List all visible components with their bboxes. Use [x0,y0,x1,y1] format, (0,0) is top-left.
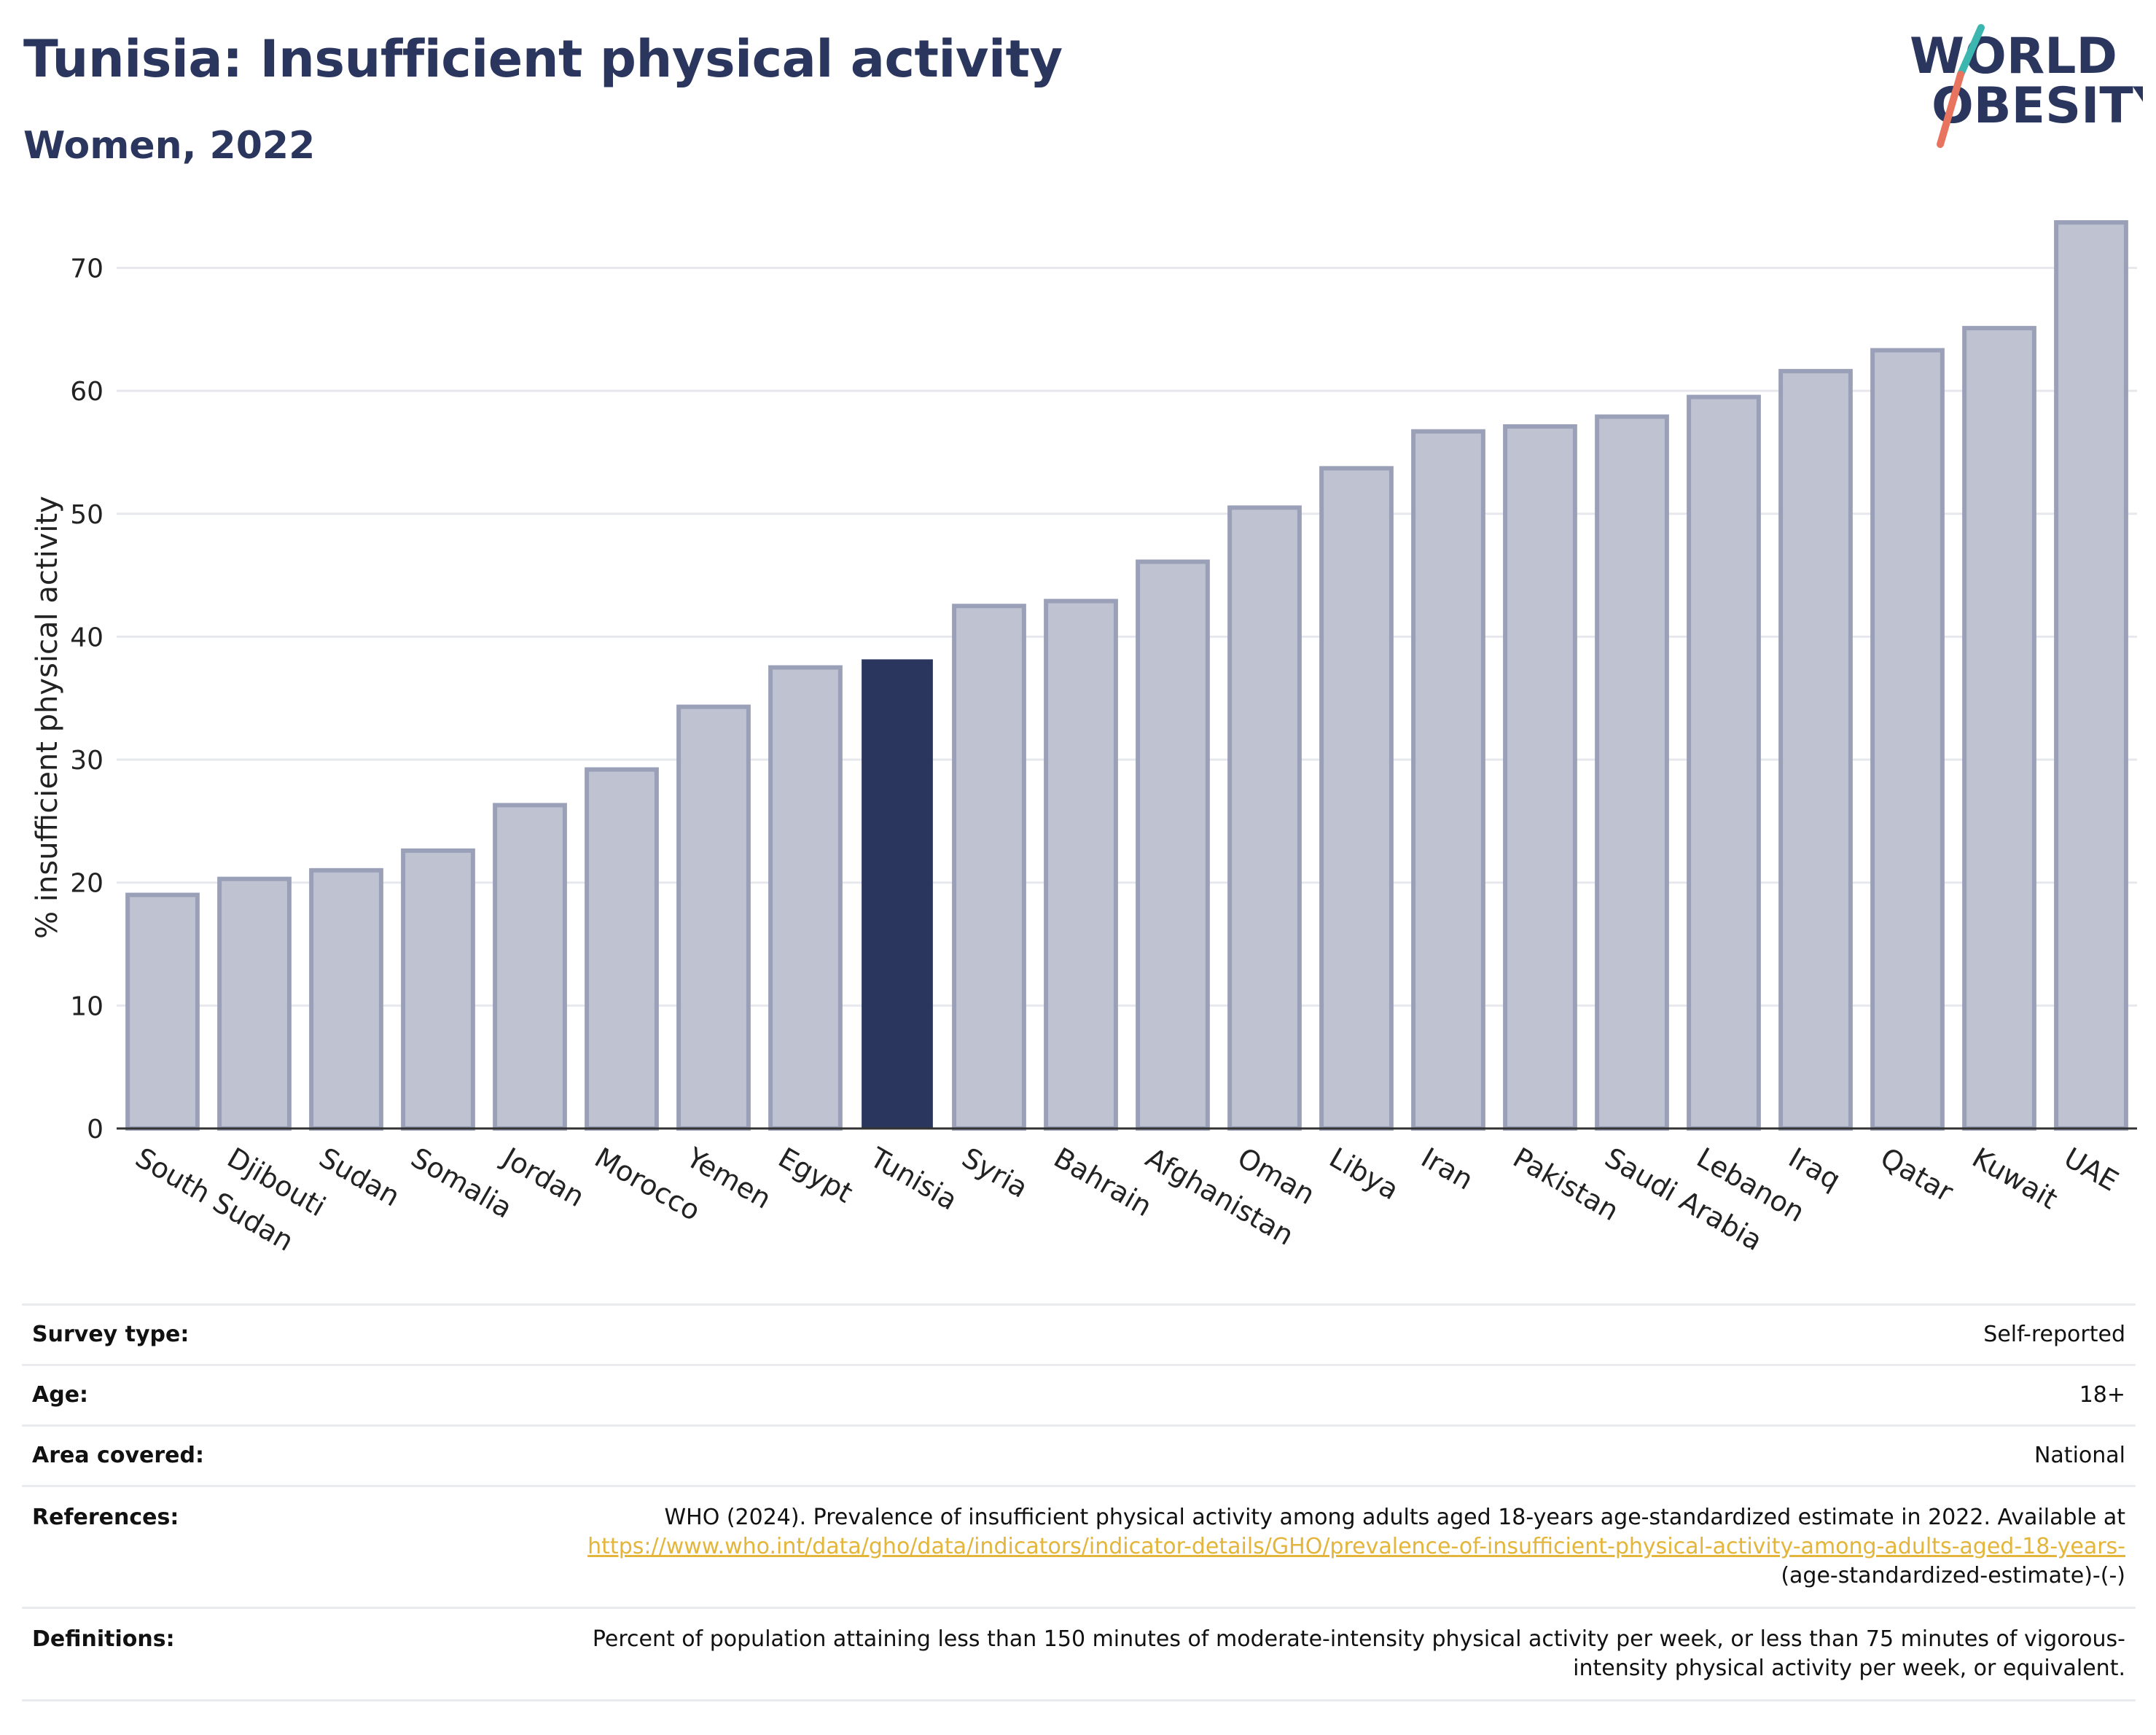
x-tick-label: Libya [1324,1142,1405,1206]
bar-uae [2054,220,2128,1131]
logo-slash-teal [1957,24,1985,78]
x-tick-label: Somalia [406,1142,518,1225]
logo-line1: WORLD [1910,28,2117,85]
bar-somalia [401,848,475,1131]
meta-value: 18+ [2079,1382,2125,1408]
bar-egypt [768,665,843,1131]
x-tick-label: Iran [1416,1142,1479,1196]
reference-link[interactable]: https://www.who.int/data/gho/data/indica… [587,1534,2125,1559]
chart-title: Tunisia: Insufficient physical activity [23,29,1063,89]
reference-text: WHO (2024). Prevalence of insufficient p… [664,1505,2125,1530]
bar-yemen [676,704,751,1131]
y-tick-label: 70 [70,254,103,284]
meta-row-area: Area covered: National [22,1424,2136,1485]
x-tick-label: Morocco [590,1142,706,1228]
meta-value: Percent of population attaining less tha… [592,1626,2125,1681]
bar-syria [952,604,1026,1131]
x-tick-label: Saudi Arabia [1600,1142,1768,1258]
bar-pakistan [1503,424,1577,1131]
chart-subtitle: Women, 2022 [23,124,316,168]
meta-key: Definitions: [32,1626,175,1652]
x-tick-label: Tunisia [864,1141,963,1217]
x-tick-label: South Sudan [130,1142,300,1258]
meta-row-age: Age: 18+ [22,1364,2136,1424]
bar-kuwait [1962,326,2036,1131]
bar-saudi-arabia [1595,414,1669,1131]
y-tick-label: 60 [70,377,103,407]
x-tick-label: Qatar [1875,1142,1959,1209]
y-tick-label: 0 [87,1115,103,1145]
reference-suffix: (age-standardized-estimate)-(-) [1781,1563,2125,1588]
bar-afghanistan [1136,559,1210,1131]
meta-value: WHO (2024). Prevalence of insufficient p… [551,1503,2125,1591]
meta-key: References: [32,1505,179,1530]
bar-tunisia [862,659,933,1129]
x-tick-label: Syria [957,1142,1034,1204]
y-axis-label: % insufficient physical activity [31,496,64,939]
bar-iran [1411,429,1485,1131]
bar-oman [1227,505,1302,1131]
meta-value: National [2034,1443,2125,1468]
x-tick-label: Kuwait [1967,1142,2063,1216]
meta-row-definitions: Definitions: Percent of population attai… [22,1607,2136,1701]
x-tick-label: Iraq [1784,1142,1846,1196]
y-tick-label: 30 [70,746,103,776]
x-tick-label: Egypt [773,1142,859,1209]
bar-chart: 0 10 20 30 40 50 60 70 South SudanDjiboutiSudan… [31,220,2137,1258]
bar-south-sudan [125,892,200,1131]
x-tick-label: Bahrain [1049,1142,1157,1223]
meta-row-references: References: WHO (2024). Prevalence of in… [22,1485,2136,1607]
bar-sudan [309,868,383,1131]
y-tick-label: 10 [70,991,103,1021]
world-obesity-logo: WORLD OBESITY [1910,24,2143,148]
logo-line2: OBESITY [1932,77,2143,135]
meta-row-survey-type: Survey type: Self-reported [22,1303,2136,1364]
metadata-table: Survey type: Self-reported Age: 18+ Area… [22,1303,2136,1701]
bar-jordan [493,803,567,1131]
x-tick-label: UAE [2059,1142,2124,1198]
bar-djibouti [217,876,292,1131]
y-tick-labels: 0 10 20 30 40 50 60 70 [70,254,103,1145]
bar-morocco [585,767,659,1131]
logo-slash-coral [1937,71,1964,148]
x-tick-label: Sudan [314,1142,406,1213]
bar-bahrain [1044,599,1118,1131]
meta-value: Self-reported [1983,1322,2125,1347]
y-tick-label: 50 [70,500,103,530]
meta-key: Area covered: [32,1443,204,1468]
bar-iraq [1778,369,1853,1131]
y-tick-label: 20 [70,869,103,899]
bar-lebanon [1687,394,1761,1131]
y-tick-label: 40 [70,623,103,652]
meta-key: Survey type: [32,1322,190,1347]
bars [125,220,2128,1131]
bar-qatar [1870,348,1945,1131]
bar-libya [1319,466,1394,1131]
meta-key: Age: [32,1382,89,1408]
x-tick-label: Pakistan [1508,1142,1625,1228]
